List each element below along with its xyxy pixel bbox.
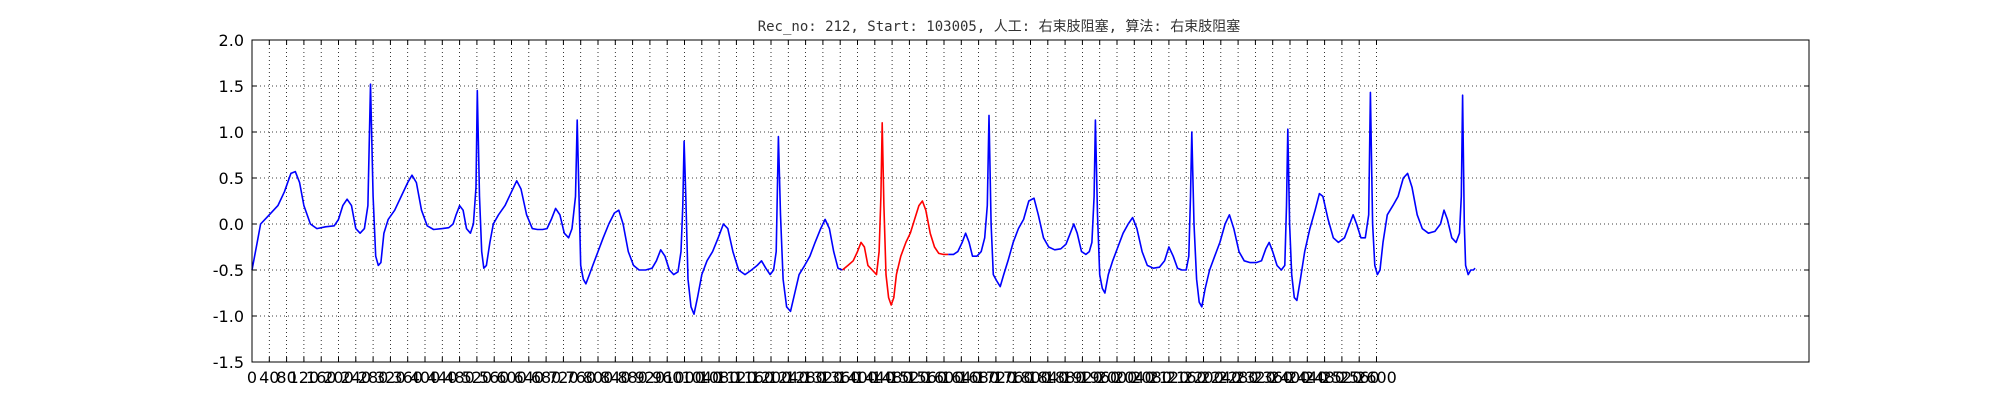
x-tick-label: 1120	[716, 368, 757, 387]
x-tick-label: 40	[259, 368, 279, 387]
x-tick-label: 1080	[699, 368, 740, 387]
x-axis: 0 408012016020024028032036040044048052056…	[247, 40, 1397, 387]
x-tick-label: 1560	[906, 368, 947, 387]
x-tick-label: 1160	[733, 368, 774, 387]
x-tick-label: 2280	[1218, 368, 1259, 387]
x-tick-label: 1280	[785, 368, 826, 387]
x-tick-label: 1200	[751, 368, 792, 387]
x-tick-label: 920	[635, 368, 666, 387]
x-tick-label: 1480	[872, 368, 913, 387]
x-tick-label: 1040	[681, 368, 722, 387]
x-tick-label: 1680	[958, 368, 999, 387]
x-tick-label: 2240	[1200, 368, 1241, 387]
x-tick-label: 2480	[1304, 368, 1345, 387]
x-tick-label: 1320	[803, 368, 844, 387]
x-tick-label: 1840	[1027, 368, 1068, 387]
x-tick-label: 400	[410, 368, 441, 387]
x-tick-label: 2360	[1252, 368, 1293, 387]
gridlines	[251, 39, 1809, 363]
ecg-signal-line	[948, 91, 1476, 308]
x-tick-label: 240	[341, 368, 372, 387]
x-tick-label: 720	[548, 368, 579, 387]
x-tick-label: 1360	[820, 368, 861, 387]
x-tick-label: 2040	[1114, 368, 1155, 387]
x-tick-label: 80	[276, 368, 296, 387]
x-tick-label: 800	[583, 368, 614, 387]
y-tick-label: 1.0	[219, 123, 244, 142]
x-tick-label: 2080	[1131, 368, 1172, 387]
x-tick-label: 0	[247, 368, 257, 387]
x-tick-label: 960	[652, 368, 683, 387]
x-tick-label: 560	[479, 368, 510, 387]
y-tick-label: -1.5	[213, 353, 244, 372]
x-tick-label: 2120	[1149, 368, 1190, 387]
x-tick-label: 440	[427, 368, 458, 387]
highlighted-beat-line	[841, 122, 949, 306]
x-tick-label: 680	[531, 368, 562, 387]
x-tick-label: 2400	[1270, 368, 1311, 387]
x-tick-label: 1600	[924, 368, 965, 387]
ecg-signal-line	[251, 83, 843, 316]
x-tick-label: 1520	[889, 368, 930, 387]
x-tick-label: 1000	[664, 368, 705, 387]
x-tick-label: 600	[496, 368, 527, 387]
x-tick-label: 880	[617, 368, 648, 387]
x-tick-label: 1640	[941, 368, 982, 387]
x-tick-label: 1880	[1045, 368, 1086, 387]
y-tick-label: -0.5	[213, 261, 244, 280]
x-tick-label: 1400	[837, 368, 878, 387]
x-tick-label: 1440	[854, 368, 895, 387]
x-tick-label: 640	[514, 368, 545, 387]
x-tick-label: 1960	[1079, 368, 1120, 387]
signal-series	[251, 83, 1476, 316]
x-tick-label: 2560	[1339, 368, 1380, 387]
x-tick-label: 2000	[1097, 368, 1138, 387]
x-tick-label: 760	[565, 368, 596, 387]
x-tick-label: 320	[375, 368, 406, 387]
chart-title: Rec_no: 212, Start: 103005, 人工: 右束肢阻塞, 算…	[758, 18, 1241, 35]
x-tick-label: 200	[323, 368, 354, 387]
x-tick-label: 1760	[993, 368, 1034, 387]
x-tick-label: 1920	[1062, 368, 1103, 387]
y-axis: 2.0 1.5 1.0 0.5 0.0 -0.5 -1.0 -1.5	[213, 31, 1809, 372]
x-tick-label: 520	[462, 368, 493, 387]
x-tick-label: 1800	[1010, 368, 1051, 387]
x-tick-label: 2160	[1166, 368, 1207, 387]
y-tick-label: 0.5	[219, 169, 244, 188]
x-tick-label: 2200	[1183, 368, 1224, 387]
x-tick-label: 1720	[976, 368, 1017, 387]
x-tick-label: 360	[392, 368, 423, 387]
y-tick-label: -1.0	[213, 307, 244, 326]
x-tick-label: 1240	[768, 368, 809, 387]
x-tick-label: 840	[600, 368, 631, 387]
x-tick-label: 2440	[1287, 368, 1328, 387]
y-tick-label: 0.0	[219, 215, 244, 234]
y-tick-label: 1.5	[219, 77, 244, 96]
x-tick-label: 160	[306, 368, 337, 387]
x-tick-label: 480	[444, 368, 475, 387]
x-tick-label: 2600	[1356, 368, 1397, 387]
x-tick-label: 120	[289, 368, 320, 387]
x-tick-label: 280	[358, 368, 389, 387]
x-tick-label: 2320	[1235, 368, 1276, 387]
x-tick-label: 2520	[1322, 368, 1363, 387]
y-tick-label: 2.0	[219, 31, 244, 50]
